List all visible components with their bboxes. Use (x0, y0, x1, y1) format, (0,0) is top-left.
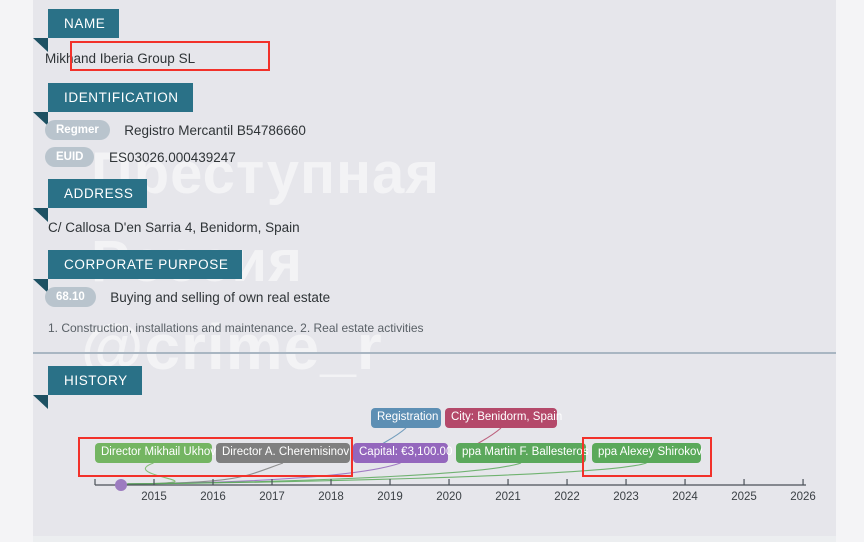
section-tag-name-label: NAME (64, 16, 106, 31)
timeline-tick-label-2019: 2019 (377, 491, 403, 503)
ribbon-fold-icon (33, 208, 48, 222)
name-value-highlight (70, 41, 270, 71)
timeline-tick-label-2026: 2026 (790, 491, 816, 503)
left-rail (0, 0, 33, 542)
timeline-tick-label-2020: 2020 (436, 491, 462, 503)
identification-value-euid: ES03026.000439247 (108, 149, 236, 165)
bottom-strip (33, 536, 836, 542)
section-tag-identification: IDENTIFICATION (33, 83, 193, 126)
directors-highlight (78, 437, 353, 477)
timeline-event-1[interactable]: Director Mikhail Ukhov (95, 443, 216, 463)
corporate-purpose-value: Buying and selling of own real estate (110, 289, 331, 305)
timeline-tick-label-2016: 2016 (200, 491, 226, 503)
timeline-tick-label-2017: 2017 (259, 491, 285, 503)
history-timeline-chart: Director Mikhail Ukhov Director A. Cherem… (33, 398, 836, 508)
timeline-tick-label-2025: 2025 (731, 491, 757, 503)
timeline-connector (124, 462, 647, 485)
timeline-tick-label-2022: 2022 (554, 491, 580, 503)
section-tag-history: HISTORY (33, 366, 142, 409)
timeline-event-6[interactable]: Registration (371, 408, 441, 428)
timeline-tick-label-2021: 2021 (495, 491, 521, 503)
timeline-event-2[interactable]: Director A. Cheremisinov (216, 443, 350, 463)
timeline-connectors (124, 427, 647, 485)
ribbon-fold-icon (33, 279, 48, 293)
section-divider (33, 352, 836, 354)
ribbon-fold-icon (33, 395, 48, 409)
address-value: C/ Callosa D'en Sarria 4, Benidorm, Spai… (48, 220, 300, 235)
section-tag-address-label: ADDRESS (64, 186, 134, 201)
timeline-event-7[interactable]: City: Benidorm, Spain (445, 408, 562, 428)
timeline-axis (94, 479, 806, 486)
identification-row-euid: EUID ES03026.000439247 (45, 147, 236, 167)
timeline-event-4[interactable]: ppa Martin F. Ballesteros (456, 443, 589, 463)
identification-row-regmer: Regmer Registro Mercantil B54786660 (45, 120, 306, 140)
badge-regmer: Regmer (45, 120, 110, 140)
section-tag-history-label: HISTORY (64, 373, 128, 388)
ribbon-fold-icon (33, 38, 48, 52)
corporate-purpose-row: 68.10 Buying and selling of own real est… (45, 287, 330, 307)
section-tag-identification-label: IDENTIFICATION (64, 90, 179, 105)
corporate-purpose-note: 1. Construction, installations and maint… (48, 321, 424, 335)
section-tag-name: NAME (33, 9, 120, 52)
company-name-value: Mikhand Iberia Group SL (45, 51, 196, 66)
timeline-event-3[interactable]: Capital: €3,100.00 (353, 443, 452, 463)
timeline-tick-label-2024: 2024 (672, 491, 698, 503)
timeline-tick-label-2023: 2023 (613, 491, 639, 503)
section-tag-corporate-purpose-label: CORPORATE PURPOSE (64, 257, 229, 272)
timeline-origin-point (115, 479, 127, 491)
right-rail (836, 0, 864, 542)
timeline-event-5[interactable]: ppa Alexey Shirokov (592, 443, 702, 463)
badge-euid: EUID (45, 147, 95, 167)
identification-value-regmer: Registro Mercantil B54786660 (124, 122, 306, 138)
timeline-tick-label-2015: 2015 (141, 491, 167, 503)
ribbon-fold-icon (33, 112, 48, 126)
content-panel: Преступная Россия @crime_r NAME Mikhand … (33, 0, 836, 542)
section-tag-address: ADDRESS (33, 179, 148, 222)
section-tag-corporate-purpose: CORPORATE PURPOSE (33, 250, 243, 293)
shirokov-highlight (582, 437, 712, 477)
timeline-origin-dot[interactable] (115, 479, 127, 491)
badge-nace-code: 68.10 (45, 287, 96, 307)
timeline-tick-label-2018: 2018 (318, 491, 344, 503)
timeline-svg (94, 427, 806, 491)
